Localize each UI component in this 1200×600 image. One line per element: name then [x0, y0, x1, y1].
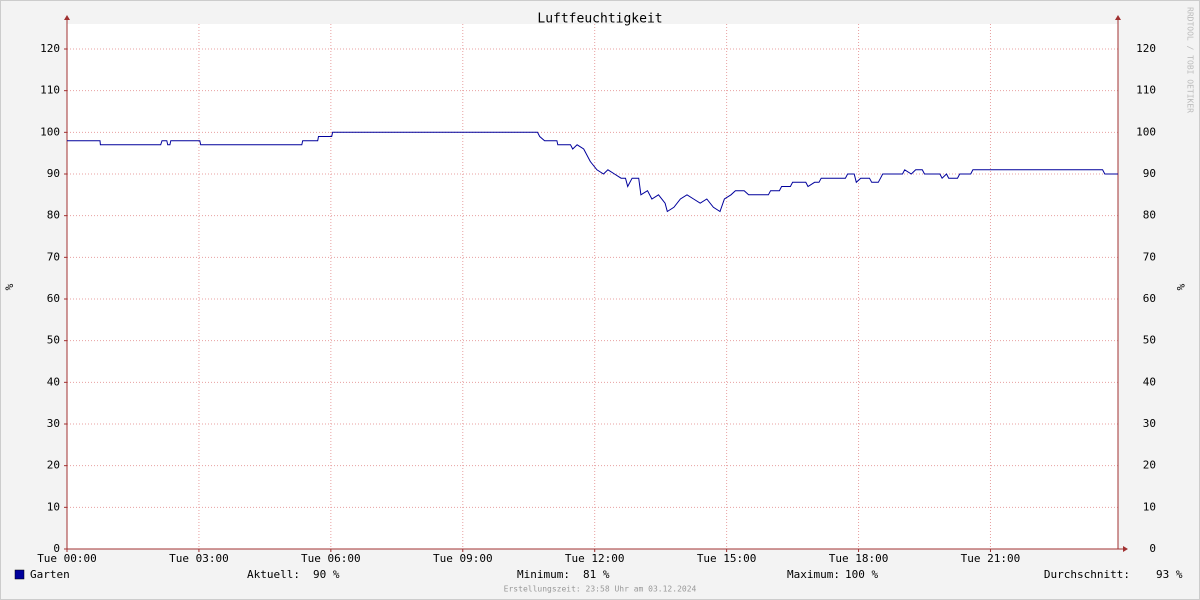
x-tick-label: Tue 09:00 [433, 552, 493, 565]
y2-tick-label: 20 [1143, 459, 1156, 472]
legend-label: Garten [30, 568, 70, 581]
y2-tick-label: 50 [1143, 334, 1156, 347]
axis-arrow [1115, 15, 1121, 20]
stat-value: 93 % [1156, 568, 1183, 581]
y-tick-label: 0 [53, 542, 60, 555]
x-tick-label: Tue 12:00 [565, 552, 625, 565]
y2-tick-label: 70 [1143, 250, 1156, 263]
x-tick-label: Tue 03:00 [169, 552, 229, 565]
x-tick-label: Tue 21:00 [961, 552, 1021, 565]
y2-tick-label: 60 [1143, 292, 1156, 305]
y-tick-label: 10 [47, 500, 60, 513]
y-tick-label: 30 [47, 417, 60, 430]
y2-tick-label: 10 [1143, 500, 1156, 513]
y-tick-label: 100 [40, 125, 60, 138]
y-tick-label: 20 [47, 459, 60, 472]
stat-label: Minimum: [517, 568, 570, 581]
x-tick-label: Tue 18:00 [829, 552, 889, 565]
y2-tick-label: 120 [1136, 42, 1156, 55]
footer: Erstellungszeit: 23:58 Uhr am 03.12.2024 [504, 585, 697, 594]
stat-value: 100 % [845, 568, 878, 581]
axis-arrow [1123, 546, 1128, 552]
y2-tick-label: 80 [1143, 209, 1156, 222]
y-tick-label: 110 [40, 84, 60, 97]
data-line [67, 131, 1118, 213]
y-tick-label: 120 [40, 42, 60, 55]
stat-label: Durchschnitt: [1044, 568, 1130, 581]
y-tick-label: 50 [47, 334, 60, 347]
stat-value: 90 % [313, 568, 340, 581]
y-tick-label: 80 [47, 209, 60, 222]
axis-arrow [64, 15, 70, 20]
y-tick-label: 90 [47, 167, 60, 180]
y2-tick-label: 30 [1143, 417, 1156, 430]
chart-title: Luftfeuchtigkeit [537, 12, 662, 27]
y2-tick-label: 0 [1149, 542, 1156, 555]
x-tick-label: Tue 15:00 [697, 552, 757, 565]
y2-tick-label: 100 [1136, 125, 1156, 138]
stat-label: Maximum: [787, 568, 840, 581]
y-tick-label: 40 [47, 375, 60, 388]
x-tick-label: Tue 06:00 [301, 552, 361, 565]
y2-tick-label: 40 [1143, 375, 1156, 388]
stat-label: Aktuell: [247, 568, 300, 581]
y-axis-label: % [3, 283, 16, 290]
y2-tick-label: 90 [1143, 167, 1156, 180]
y-tick-label: 60 [47, 292, 60, 305]
stat-value: 81 % [583, 568, 610, 581]
y2-tick-label: 110 [1136, 84, 1156, 97]
plot-area [67, 24, 1118, 549]
side-text: RRDTOOL / TOBI OETIKER [1186, 7, 1195, 113]
x-tick-label: Tue 00:00 [37, 552, 97, 565]
y2-axis-label: % [1174, 284, 1187, 291]
legend-swatch [14, 569, 25, 580]
y-tick-label: 70 [47, 250, 60, 263]
